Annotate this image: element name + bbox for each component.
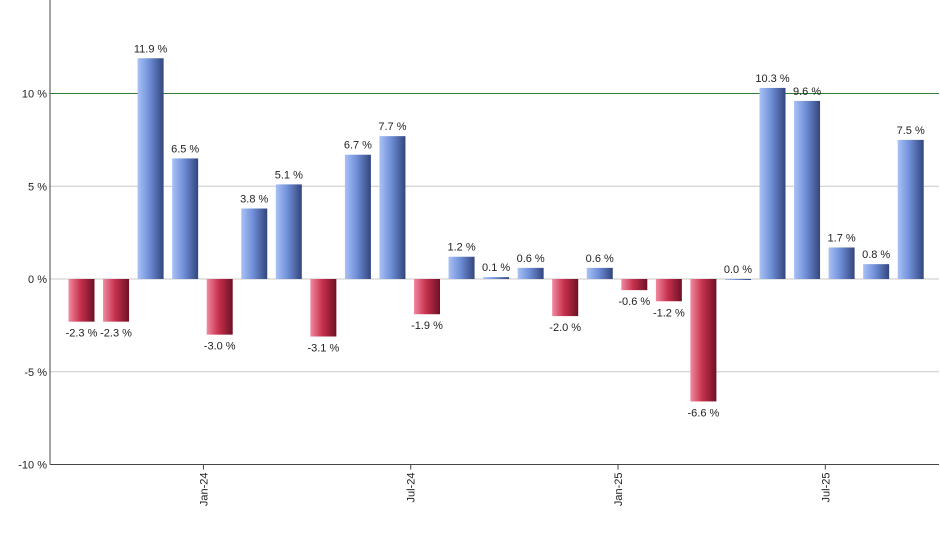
data-label: 0.0 % (724, 264, 752, 276)
bar (759, 87, 786, 279)
data-label: 10.3 % (755, 73, 789, 85)
bar (517, 267, 544, 279)
data-label: -3.1 % (307, 343, 339, 355)
bar (137, 58, 164, 279)
bar (621, 279, 648, 291)
y-tick-label: 5 % (28, 181, 47, 193)
data-label: -3.0 % (204, 341, 236, 353)
data-label: 6.7 % (344, 140, 372, 152)
bars-layer (68, 58, 924, 402)
data-label: -2.3 % (100, 328, 132, 340)
data-label: 1.7 % (828, 232, 856, 244)
bar (379, 136, 406, 279)
bar (897, 139, 924, 279)
data-label: 0.6 % (586, 253, 614, 265)
axes-layer: 10 % 5 % 0 % -5 % -10 % Jan-24 Jul-24 Jan-25 Jul… (18, 0, 939, 506)
y-tick-label: -5 % (24, 367, 47, 379)
x-tick-label: Jul-25 (820, 473, 832, 503)
data-label: 7.5 % (897, 125, 925, 137)
data-label: -1.9 % (411, 320, 443, 332)
data-label: 0.6 % (517, 253, 545, 265)
x-tick-label: Jan-24 (198, 473, 210, 507)
data-label: 1.2 % (447, 242, 475, 254)
bar (206, 279, 233, 335)
bar (828, 247, 855, 279)
y-tick-label: 10 % (22, 89, 47, 101)
bar (586, 267, 613, 279)
y-tick-label: -10 % (18, 460, 47, 472)
data-label: 3.8 % (240, 194, 268, 206)
data-label: 5.1 % (275, 169, 303, 181)
data-label: -6.6 % (688, 407, 720, 419)
bar (448, 256, 475, 279)
bar (863, 264, 890, 279)
bar (483, 277, 510, 279)
data-labels-layer: -2.3 % -2.3 % 11.9 % 6.5 % -3.0 % 3.8 % 5.1 % -… (66, 43, 925, 419)
bar (414, 279, 440, 315)
bar (794, 100, 821, 279)
data-label: 0.1 % (482, 262, 510, 274)
bar (241, 208, 268, 279)
data-label: -1.2 % (653, 307, 685, 319)
data-label: -0.6 % (618, 296, 650, 308)
data-label: -2.3 % (66, 328, 98, 340)
data-label: -2.0 % (549, 322, 581, 334)
bar (655, 279, 682, 302)
data-label: 0.8 % (862, 249, 890, 261)
bar (344, 154, 371, 279)
data-label: 11.9 % (134, 43, 168, 55)
x-tick-label: Jan-25 (613, 473, 625, 507)
data-label: 7.7 % (378, 121, 406, 133)
bar (68, 279, 95, 322)
y-tick-label: 0 % (28, 274, 47, 286)
bar (103, 279, 130, 322)
data-label: 9.6 % (793, 86, 821, 98)
bar (690, 279, 717, 402)
bar (724, 279, 751, 280)
bar (172, 158, 199, 279)
bar (275, 184, 302, 279)
x-tick-label: Jul-24 (406, 473, 418, 503)
bar (552, 279, 579, 317)
data-label: 6.5 % (171, 143, 199, 155)
bar (310, 279, 337, 337)
